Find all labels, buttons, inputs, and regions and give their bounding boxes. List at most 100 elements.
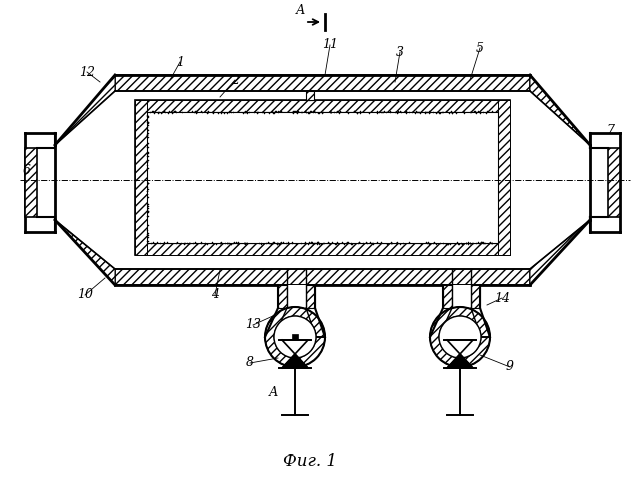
Point	[326, 108, 336, 116]
Point	[487, 239, 497, 246]
Point	[224, 239, 234, 247]
Point	[223, 240, 233, 247]
Point	[142, 125, 152, 133]
Point	[447, 109, 457, 117]
Point	[415, 109, 425, 117]
Bar	[115, 75, 530, 285]
Point	[438, 108, 448, 116]
Point	[317, 239, 328, 246]
Point	[242, 240, 252, 247]
Point	[153, 109, 163, 117]
Point	[401, 109, 411, 117]
Point	[179, 240, 189, 247]
Point	[143, 129, 153, 136]
Point	[377, 108, 387, 116]
Point	[342, 108, 353, 116]
Point	[312, 239, 323, 246]
Point	[392, 109, 403, 117]
Point	[407, 108, 417, 116]
Point	[202, 240, 212, 247]
Point	[303, 240, 314, 247]
Point	[381, 108, 391, 116]
Point	[463, 239, 473, 246]
Point	[420, 108, 430, 116]
Point	[401, 107, 411, 115]
Point	[215, 240, 225, 247]
Point	[253, 108, 264, 116]
Point	[159, 238, 169, 246]
Point	[352, 109, 362, 117]
Point	[161, 108, 171, 116]
Point	[318, 108, 328, 116]
Point	[142, 131, 152, 138]
Point	[371, 238, 381, 246]
Text: 8: 8	[246, 357, 254, 369]
Point	[429, 238, 439, 246]
Point	[376, 239, 386, 246]
Point	[457, 240, 467, 248]
Point	[167, 109, 177, 117]
Point	[436, 108, 447, 116]
Point	[185, 239, 195, 246]
Point	[326, 108, 336, 116]
Point	[426, 108, 436, 116]
Bar	[443, 285, 452, 308]
Point	[200, 240, 211, 247]
Point	[310, 108, 320, 116]
Point	[184, 240, 194, 247]
Point	[207, 238, 217, 246]
Point	[483, 239, 493, 247]
Point	[142, 152, 152, 160]
Polygon shape	[282, 340, 308, 354]
Point	[150, 240, 161, 248]
Point	[143, 208, 153, 215]
Point	[476, 239, 486, 246]
Point	[296, 108, 307, 116]
Point	[148, 239, 159, 246]
Point	[398, 240, 408, 247]
Point	[143, 148, 153, 156]
Point	[435, 239, 445, 247]
Point	[424, 240, 434, 248]
Point	[346, 239, 356, 246]
Point	[142, 212, 152, 220]
Point	[326, 108, 336, 116]
Polygon shape	[530, 75, 590, 145]
Bar	[147, 112, 498, 243]
Point	[203, 108, 213, 116]
Polygon shape	[430, 307, 490, 367]
Point	[474, 109, 484, 117]
Point	[287, 239, 298, 246]
Point	[269, 239, 280, 246]
Point	[335, 107, 345, 115]
Point	[162, 238, 172, 246]
Point	[143, 193, 153, 201]
Point	[269, 109, 280, 117]
Point	[213, 109, 223, 117]
Point	[292, 109, 303, 117]
Bar	[287, 285, 306, 308]
Point	[228, 240, 239, 247]
Point	[404, 108, 414, 116]
Circle shape	[439, 316, 481, 358]
Point	[241, 108, 251, 116]
Point	[486, 239, 497, 247]
Point	[239, 108, 250, 116]
Point	[478, 108, 488, 116]
Point	[324, 239, 335, 247]
Point	[143, 179, 153, 187]
Point	[341, 239, 351, 247]
Point	[412, 108, 422, 116]
Polygon shape	[265, 307, 325, 367]
Point	[444, 109, 454, 117]
Text: 9: 9	[506, 361, 514, 374]
Point	[308, 108, 318, 116]
Point	[252, 109, 262, 117]
Point	[441, 240, 451, 248]
Point	[420, 238, 431, 246]
Point	[143, 212, 153, 220]
Point	[275, 239, 285, 246]
Point	[142, 140, 152, 148]
Point	[349, 107, 360, 115]
Point	[191, 108, 201, 116]
